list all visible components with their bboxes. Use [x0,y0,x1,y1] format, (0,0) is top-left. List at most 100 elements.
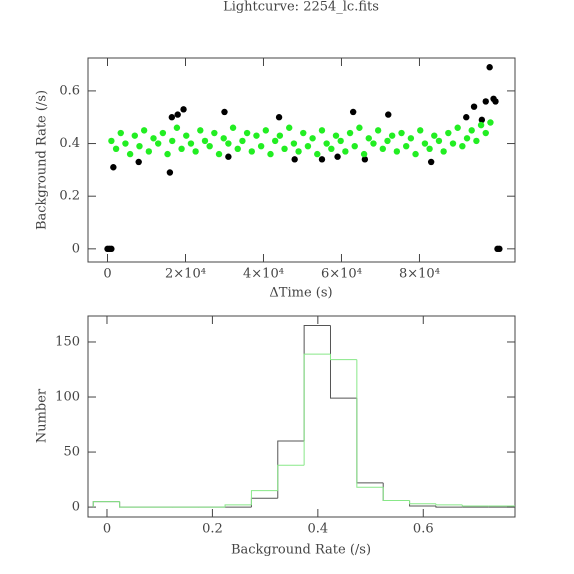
data-point [275,114,283,121]
data-point [286,124,293,131]
data-point [220,135,227,142]
data-point [225,153,232,160]
data-point [164,150,171,158]
histogram-bin [329,325,357,399]
data-point [229,124,237,131]
histogram-bin [92,501,120,508]
data-point [243,129,251,137]
data-point [421,140,429,147]
data-point [346,129,354,137]
histogram-bin [303,324,331,442]
data-point [276,132,284,139]
histogram-bin [329,354,357,361]
data-point [492,98,499,105]
data-point [257,142,265,150]
data-point [323,140,330,147]
data-point [169,137,176,145]
y-axis-label: Number [35,388,50,443]
x-tick-label: 0 [103,522,111,537]
data-point [463,114,470,121]
data-point [487,119,494,126]
data-point [135,158,142,166]
data-point [486,64,493,71]
data-point [393,148,401,155]
data-point [201,137,209,145]
histogram-bin [435,505,463,508]
histogram-bin [303,353,331,466]
x-tick-label: 0.4 [307,522,328,537]
data-point [215,150,223,158]
data-point [122,140,129,147]
histogram-bin [356,359,384,488]
data-point [454,124,461,131]
data-point [178,145,185,153]
data-point [159,129,167,137]
data-point [445,129,452,137]
data-point [459,142,466,150]
data-point [318,127,326,134]
data-point [166,169,174,176]
x-axis-label: ΔTime (s) [269,286,332,301]
data-point [248,148,255,155]
x-tick-label: 8×10⁴ [399,267,440,282]
data-point [482,98,489,105]
x-axis-label: Background Rate (/s) [231,543,371,558]
data-point [482,129,489,137]
histogram-bin [461,504,489,507]
data-point [304,142,312,150]
data-point [253,132,260,139]
data-point [412,150,419,158]
data-point [473,137,480,145]
data-point [342,148,349,155]
y-tick-label: 50 [63,445,80,460]
data-point [384,137,391,145]
x-tick-label: 0.2 [202,522,223,537]
data-point [234,145,241,153]
x-tick-label: 4×10⁴ [243,267,284,282]
data-point [470,103,478,110]
data-point [271,137,279,145]
histogram-bin [382,482,410,501]
data-point [110,164,117,171]
histogram-bin [277,440,305,499]
data-point [281,145,288,153]
data-point [385,111,392,118]
data-point [140,127,148,134]
data-point [150,135,157,142]
data-point [379,145,387,153]
data-point [337,137,344,145]
data-point [112,145,120,153]
y-tick-label: 0.6 [59,83,80,98]
x-tick-label: 6×10⁴ [321,267,362,282]
histogram-bin [382,487,410,501]
data-point [440,148,447,155]
data-point [361,156,369,163]
data-point [173,124,181,131]
data-point [468,127,475,134]
data-point [332,132,340,139]
y-tick-label: 0.2 [59,189,80,204]
data-point [290,140,298,147]
data-point [417,127,424,134]
data-point [431,132,438,139]
data-point [300,129,307,137]
data-point [262,127,270,134]
y-tick-label: 0.4 [59,136,80,151]
data-point [180,106,187,113]
data-point [126,150,134,158]
histogram-bin [119,501,146,508]
plot-frame [87,315,516,518]
data-point [388,132,396,139]
data-point [477,121,485,129]
data-point [221,108,228,116]
histogram-bin [250,490,278,505]
data-point [403,142,410,150]
data-point [349,108,357,116]
data-point [360,150,368,158]
x-tick-label: 2×10⁴ [165,267,206,282]
x-tick-label: 0 [103,267,111,282]
data-point [318,156,326,163]
data-point [239,137,246,145]
data-point [154,140,162,147]
